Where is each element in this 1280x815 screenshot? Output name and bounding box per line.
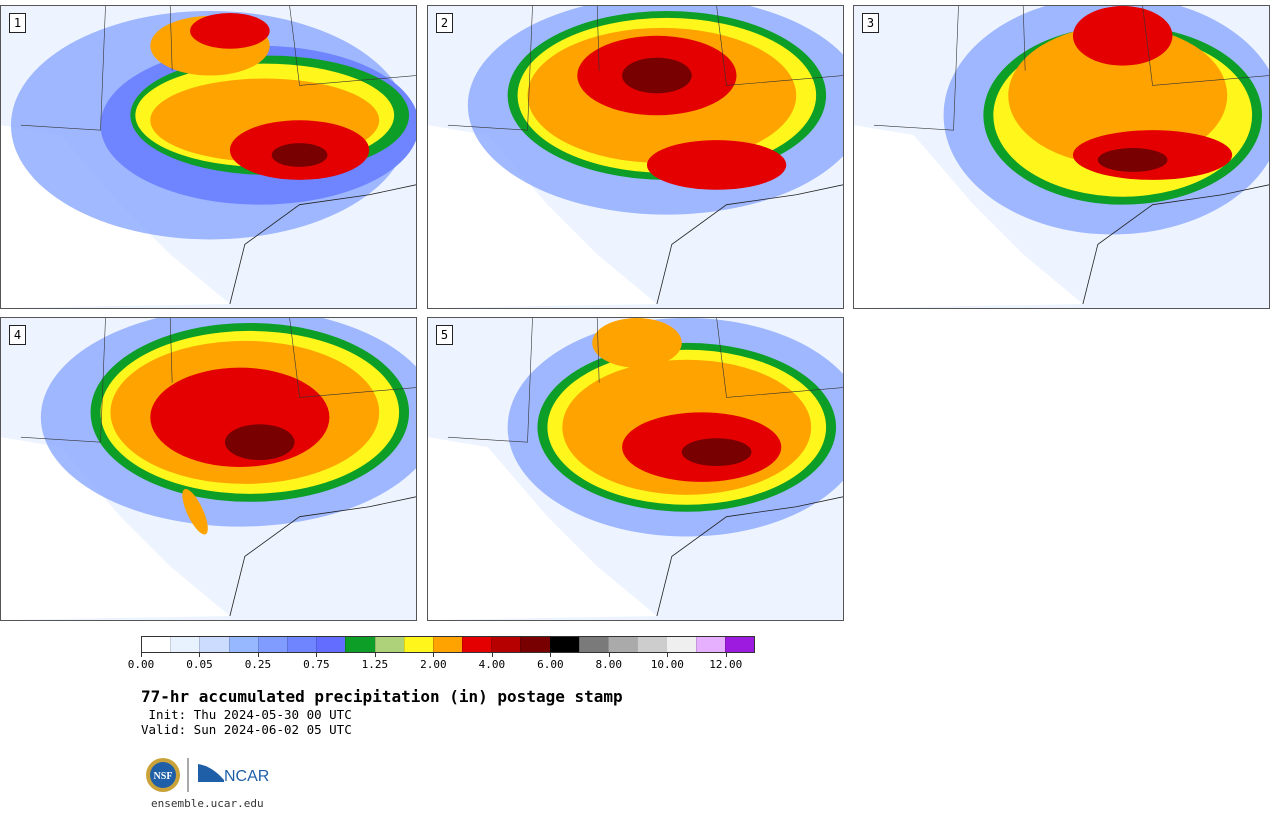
colorbar-label: 4.00 (478, 658, 506, 671)
colorbar-swatch (608, 637, 638, 652)
precip-map (854, 6, 1269, 308)
colorbar-tick (316, 653, 318, 657)
colorbar (141, 636, 755, 653)
chart-title: 77-hr accumulated precipitation (in) pos… (141, 687, 623, 706)
init-time: Init: Thu 2024-05-30 00 UTC (141, 707, 352, 722)
member-panel-4: 4 (0, 317, 417, 621)
colorbar-label: 0.00 (127, 658, 155, 671)
colorbar-swatch (199, 637, 229, 652)
nsf-ncar-logo: NSF NCAR (146, 758, 269, 792)
footer-url[interactable]: ensemble.ucar.edu (151, 797, 264, 810)
colorbar-swatch (549, 637, 579, 652)
colorbar-label: 6.00 (537, 658, 564, 671)
valid-time: Valid: Sun 2024-06-02 05 UTC (141, 722, 352, 737)
colorbar-swatch (520, 637, 550, 652)
colorbar-label: 0.75 (303, 658, 330, 671)
colorbar-tick (199, 653, 201, 657)
colorbar-swatch (695, 637, 725, 652)
precip-map (1, 318, 416, 620)
colorbar-swatch (228, 637, 258, 652)
member-panel-1: 1 (0, 5, 417, 309)
colorbar-swatch (724, 637, 754, 652)
colorbar-tick (667, 653, 669, 657)
panel-number: 2 (436, 13, 453, 33)
colorbar-label: 0.25 (244, 658, 272, 671)
colorbar-tick (491, 653, 493, 657)
colorbar-label: 2.00 (420, 658, 447, 671)
colorbar-swatch (462, 637, 492, 652)
colorbar-label: 10.00 (650, 658, 684, 671)
colorbar-swatch (345, 637, 375, 652)
precip-map (428, 6, 843, 308)
colorbar-swatch (316, 637, 346, 652)
nsf-logo-text: NSF (154, 771, 173, 782)
member-panel-5: 5 (427, 317, 844, 621)
logos: NSF NCAR (144, 756, 274, 796)
colorbar-swatch (637, 637, 667, 652)
colorbar-swatch (432, 637, 463, 652)
colorbar-swatch (286, 637, 317, 652)
colorbar-tick (550, 653, 552, 657)
colorbar-tick (433, 653, 435, 657)
colorbar-label: 12.00 (709, 658, 743, 671)
colorbar-tick (725, 653, 727, 657)
colorbar-label: 8.00 (595, 658, 623, 671)
colorbar-swatch (578, 637, 608, 652)
member-panel-3: 3 (853, 5, 1270, 309)
precip-map (428, 318, 843, 620)
precip-map (1, 6, 416, 308)
colorbar-swatch (403, 637, 433, 652)
colorbar-swatch (170, 637, 200, 652)
panel-number: 3 (862, 13, 879, 33)
colorbar-label: 1.25 (361, 658, 389, 671)
colorbar-label: 0.05 (186, 658, 213, 671)
ncar-logo-text: NCAR (224, 768, 269, 785)
colorbar-swatch (374, 637, 404, 652)
member-panel-2: 2 (427, 5, 844, 309)
colorbar-tick (608, 653, 610, 657)
panel-number: 4 (9, 325, 26, 345)
colorbar-swatch (142, 637, 171, 652)
colorbar-tick (374, 653, 376, 657)
colorbar-tick (141, 653, 142, 657)
colorbar-swatch (257, 637, 287, 652)
colorbar-swatch (666, 637, 696, 652)
panel-number: 1 (9, 13, 26, 33)
panel-number: 5 (436, 325, 453, 345)
colorbar-swatch (491, 637, 521, 652)
colorbar-tick (257, 653, 259, 657)
